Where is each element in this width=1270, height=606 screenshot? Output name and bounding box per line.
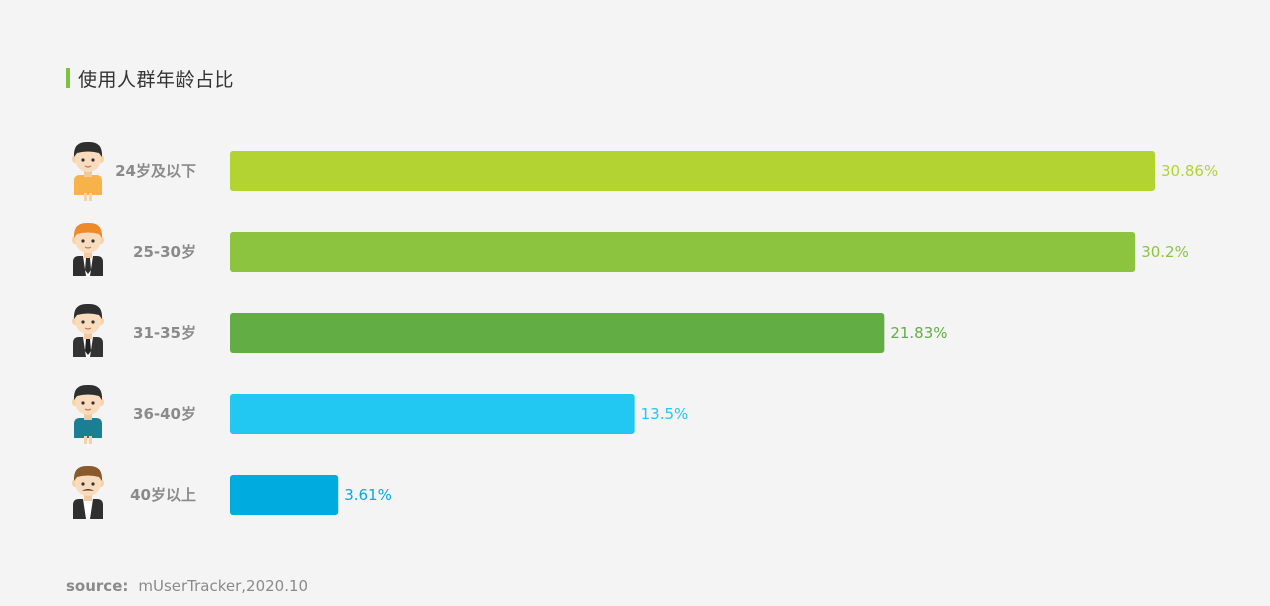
category-label: 36-40岁 xyxy=(133,405,196,423)
bar xyxy=(230,394,635,434)
value-label: 13.5% xyxy=(641,405,689,423)
young-man-icon xyxy=(72,141,104,201)
category-label: 24岁及以下 xyxy=(115,162,196,180)
bar xyxy=(230,151,1155,191)
source-label: source: xyxy=(66,577,129,595)
bar xyxy=(230,313,885,353)
man-orange-hair-icon xyxy=(72,222,104,276)
man-mustache-icon xyxy=(72,465,104,519)
category-label: 25-30岁 xyxy=(133,243,196,261)
source-text: mUserTracker,2020.10 xyxy=(138,577,309,595)
value-label: 30.86% xyxy=(1161,162,1218,180)
value-label: 3.61% xyxy=(344,486,392,504)
chart-title: 使用人群年龄占比 xyxy=(78,68,235,91)
bar xyxy=(230,475,339,515)
value-label: 21.83% xyxy=(890,324,947,342)
bar xyxy=(230,232,1136,272)
category-label: 40岁以上 xyxy=(130,486,196,504)
man-teal-shirt-icon xyxy=(72,384,104,444)
value-label: 30.2% xyxy=(1141,243,1189,261)
source-note: source: mUserTracker,2020.10 xyxy=(66,577,308,595)
chart-title-block: 使用人群年龄占比 xyxy=(66,66,235,91)
man-suit-icon xyxy=(72,303,104,357)
category-label: 31-35岁 xyxy=(133,324,196,342)
title-marker xyxy=(66,68,70,88)
